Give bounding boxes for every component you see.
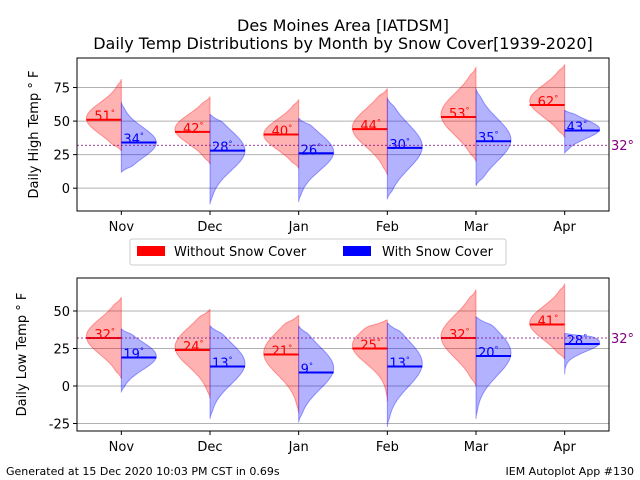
median-label: 41° <box>538 314 559 330</box>
median-label: 43° <box>567 119 588 135</box>
violin-snow-dec <box>209 113 246 205</box>
y-tick-label: -25 <box>49 418 70 433</box>
legend-label-without-snow: Without Snow Cover <box>174 245 307 260</box>
y-tick-label: 25 <box>53 149 70 164</box>
legend-swatch-without-snow <box>137 246 165 256</box>
median-label: 32° <box>94 327 115 343</box>
x-tick-label-mar: Mar <box>464 220 489 235</box>
footer-generated: Generated at 15 Dec 2020 10:03 PM CST in… <box>6 465 280 478</box>
y-tick-label: 0 <box>62 182 70 197</box>
violin-snow-mar <box>475 316 512 420</box>
median-label: 30° <box>389 137 410 153</box>
legend-swatch-with-snow <box>343 246 371 256</box>
y-axis-label: Daily Low Temp ° F <box>15 293 30 417</box>
legend: Without Snow Cover With Snow Cover <box>129 238 507 266</box>
violin-no-snow-dec <box>174 309 211 399</box>
violin-snow-jan <box>298 117 335 203</box>
y-tick-label: 75 <box>53 82 70 97</box>
footer-app: IEM Autoplot App #130 <box>506 465 635 478</box>
y-tick-label: 25 <box>53 343 70 358</box>
median-label: 42° <box>183 121 204 137</box>
median-label: 35° <box>478 130 499 146</box>
median-label: 51° <box>94 109 115 125</box>
median-label: 25° <box>360 338 381 354</box>
violin-no-snow-feb <box>351 319 388 402</box>
x-tick-label-feb: Feb <box>376 220 399 235</box>
median-label: 28° <box>567 333 588 349</box>
median-label: 32° <box>449 327 470 343</box>
x-tick-label-dec: Dec <box>197 220 222 235</box>
median-label: 20° <box>478 345 499 361</box>
median-label: 62° <box>538 94 559 110</box>
violin-no-snow-mar <box>440 66 477 163</box>
x-tick-label-apr: Apr <box>553 440 576 455</box>
median-label: 44° <box>360 118 381 134</box>
violin-no-snow-nov <box>85 78 122 152</box>
freezing-reference-label: 32° <box>611 332 634 347</box>
violin-no-snow-apr <box>529 64 566 138</box>
low-temp-panel: 32°24°21° 25° 32°41°19°13°9° 13° 20°28° 32°-2… <box>15 277 634 455</box>
high-temp-panel: 51° 42° 40° 44° 53° 62° 34° 28° 26° 30° 35° 43° 32° 0… <box>27 57 634 235</box>
legend-frame <box>129 238 507 266</box>
chart-title-line2: Daily Temp Distributions by Month by Sno… <box>93 34 593 53</box>
median-label: 19° <box>123 347 144 363</box>
median-label: 24° <box>183 339 204 355</box>
median-label: 34° <box>123 132 144 148</box>
median-label: 28° <box>212 140 233 156</box>
x-tick-label-apr: Apr <box>553 220 576 235</box>
violin-no-snow-jan <box>263 315 300 414</box>
median-label: 13° <box>389 356 410 372</box>
y-tick-label: 50 <box>53 115 70 130</box>
violin-no-snow-apr <box>529 283 566 360</box>
freezing-reference-label: 32° <box>611 139 634 154</box>
x-tick-label-jan: Jan <box>288 220 309 235</box>
median-label: 26° <box>301 142 322 158</box>
median-label: 13° <box>212 356 233 372</box>
axes-frame <box>76 277 610 432</box>
median-label: 21° <box>272 344 293 360</box>
axes-frame <box>76 57 610 212</box>
violin-snow-nov <box>120 101 157 173</box>
y-tick-label: 50 <box>53 305 70 320</box>
violin-no-snow-feb <box>351 88 388 176</box>
x-tick-label-dec: Dec <box>197 440 222 455</box>
legend-label-with-snow: With Snow Cover <box>382 245 494 260</box>
y-axis-label: Daily High Temp ° F <box>27 71 42 199</box>
median-label: 53° <box>449 106 470 122</box>
violin-no-snow-dec <box>174 96 211 165</box>
x-tick-label-feb: Feb <box>376 440 399 455</box>
violin-snow-feb <box>386 322 423 427</box>
violin-snow-mar <box>475 88 512 186</box>
violin-snow-dec <box>209 325 246 420</box>
median-label: 40° <box>272 124 293 140</box>
chart-title-line1: Des Moines Area [IATDSM] <box>237 16 449 35</box>
y-tick-label: 0 <box>62 380 70 395</box>
violin-snow-nov <box>120 328 157 393</box>
x-tick-label-nov: Nov <box>109 440 135 455</box>
x-tick-label-mar: Mar <box>464 440 489 455</box>
x-tick-label-jan: Jan <box>288 440 309 455</box>
x-tick-label-nov: Nov <box>109 220 135 235</box>
